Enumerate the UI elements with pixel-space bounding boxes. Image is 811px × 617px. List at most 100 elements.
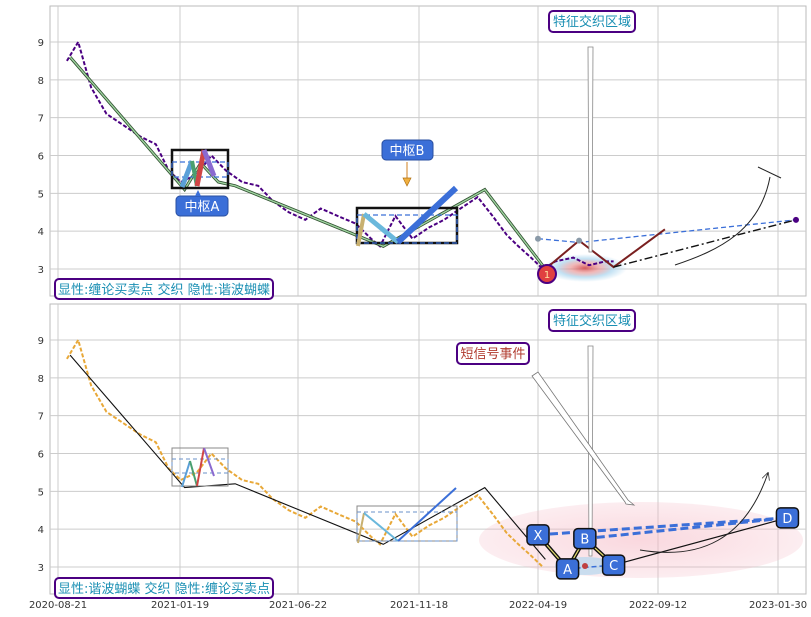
leg-3 [397, 487, 457, 542]
point-tag-text: X [534, 529, 543, 544]
center-a-tag-text: 中枢A [185, 200, 220, 215]
y-tick-label: 5 [38, 189, 44, 200]
top-grid [50, 6, 806, 296]
leg-2 [189, 460, 198, 487]
y-tick-label: 8 [38, 76, 44, 87]
x-tick-label: 2023-01-30 [749, 600, 807, 611]
harmonic-point-tags: X AB C D [526, 507, 800, 580]
bookmark-flag-icon [587, 46, 594, 253]
point-tag-text: D [782, 512, 792, 527]
harmonic-point-x: X [526, 524, 550, 546]
y-tick-label: 6 [38, 450, 44, 461]
wavy-arc-cap [757, 166, 782, 179]
harmonic-point-d: D [775, 507, 800, 529]
harmonic-point-b: B [573, 527, 597, 550]
leg-3 [196, 447, 205, 487]
signal-event-tag: 短信号事件 [456, 342, 530, 365]
butterfly-leg [613, 517, 788, 566]
y-tick-label: 4 [38, 525, 44, 536]
y-tick-label: 7 [38, 412, 44, 423]
x-tick-label: 2021-01-19 [151, 600, 209, 611]
leg-2 [362, 212, 400, 244]
point-tag-text: B [580, 533, 589, 548]
x-tick-label: 2021-11-18 [390, 600, 448, 611]
leg-3 [194, 149, 207, 187]
leg-1 [357, 512, 365, 544]
y-tick-label: 3 [38, 265, 44, 276]
center-a-tag: 中枢A [175, 190, 229, 217]
leg-3 [395, 185, 459, 245]
point-tag-box [775, 507, 800, 529]
center-a-tag-box [175, 195, 229, 217]
leg-1 [181, 460, 191, 488]
leg-2 [363, 512, 399, 542]
bottom-legend: 显性:谐波蝴蝶 交织 隐性:缠论买卖点 [54, 577, 274, 599]
bottom-chart-panel: 3 4 5 6 7 8 9 特征交织区域 短信号事件 [38, 303, 807, 599]
leg-pivot-dot [535, 235, 541, 242]
center-a-legs [179, 149, 217, 188]
top-y-tick-labels: 3 4 5 6 7 8 9 [38, 38, 44, 276]
center-a-box [170, 148, 230, 190]
leg-1 [179, 160, 195, 188]
y-tick-label: 4 [38, 227, 44, 238]
point-tag-box [601, 554, 626, 576]
projected-legs-line [544, 228, 666, 270]
bottom-center-a-legs [181, 447, 215, 488]
harmonic-point-c: C [601, 554, 626, 576]
bottom-zone-tag-text: 特征交织区域 [553, 313, 631, 329]
point-tag-text: A [563, 563, 572, 578]
top-legend-box [54, 278, 274, 300]
point-tag-box [526, 524, 550, 546]
harmonic-point-a: A [555, 558, 580, 580]
center-b-tag: 中枢B [381, 139, 434, 187]
x-tick-label: 2022-09-12 [629, 600, 687, 611]
leg-4 [203, 447, 215, 477]
leg-1 [356, 213, 366, 247]
top-legend-text: 显性:缠论买卖点 交织 隐性:谐波蝴蝶 [58, 282, 270, 298]
signal-event-tag-text: 短信号事件 [460, 347, 525, 362]
y-tick-label: 7 [38, 114, 44, 125]
y-tick-label: 5 [38, 487, 44, 498]
top-buy-point-marker: 1 [537, 264, 557, 284]
y-tick-label: 8 [38, 374, 44, 385]
center-b-arrow-head [402, 177, 412, 187]
center-b-inner-box [356, 214, 458, 244]
y-tick-label: 3 [38, 563, 44, 574]
leg-pivot-dot [576, 237, 583, 244]
top-legend: 显性:缠论买卖点 交织 隐性:谐波蝴蝶 [54, 278, 274, 300]
buy-point-text: 1 [544, 270, 550, 281]
x-tick-label: 2020-08-21 [29, 600, 87, 611]
signal-arrow-icon [531, 371, 636, 506]
bottom-legend-box [54, 577, 274, 599]
center-b-tag-box [381, 139, 434, 161]
x-tick-labels: 2020-08-21 2021-01-19 2021-06-22 2021-11-18… [29, 600, 807, 611]
center-b-tag-text: 中枢B [390, 144, 425, 159]
top-zone-tag-box [548, 10, 636, 33]
top-zone-tag-text: 特征交织区域 [553, 14, 631, 30]
center-b-legs [356, 185, 459, 247]
bottom-center-b-inner [356, 511, 458, 542]
point-tag-box [555, 558, 580, 580]
trend-stroke-line [69, 354, 546, 560]
leg-4 [201, 149, 217, 177]
zone-center-dot [582, 563, 588, 569]
top-zone-tag: 特征交织区域 [548, 10, 636, 33]
bottom-y-tick-labels: 3 4 5 6 7 8 9 [38, 336, 44, 574]
wavy-arc-icon [674, 176, 771, 266]
bottom-legend-text: 显性:谐波蝴蝶 交织 隐性:缠论买卖点 [58, 581, 270, 597]
butterfly-bd-dashed [584, 516, 788, 541]
center-a-tag-pointer [195, 190, 201, 196]
x-tick-label: 2021-06-22 [269, 600, 327, 611]
x-tick-label: 2022-04-19 [509, 600, 567, 611]
bottom-center-b-legs [357, 487, 457, 544]
bottom-zone-tag: 特征交织区域 [548, 309, 636, 332]
point-tag-text: C [609, 559, 618, 574]
y-tick-label: 6 [38, 152, 44, 163]
signal-event-tag-box [456, 342, 530, 365]
y-tick-label: 9 [38, 38, 44, 49]
point-tag-box [573, 527, 597, 550]
buy-point-circle [537, 264, 557, 284]
bottom-zone-tag-box [548, 309, 636, 332]
price-series-line [66, 337, 544, 568]
